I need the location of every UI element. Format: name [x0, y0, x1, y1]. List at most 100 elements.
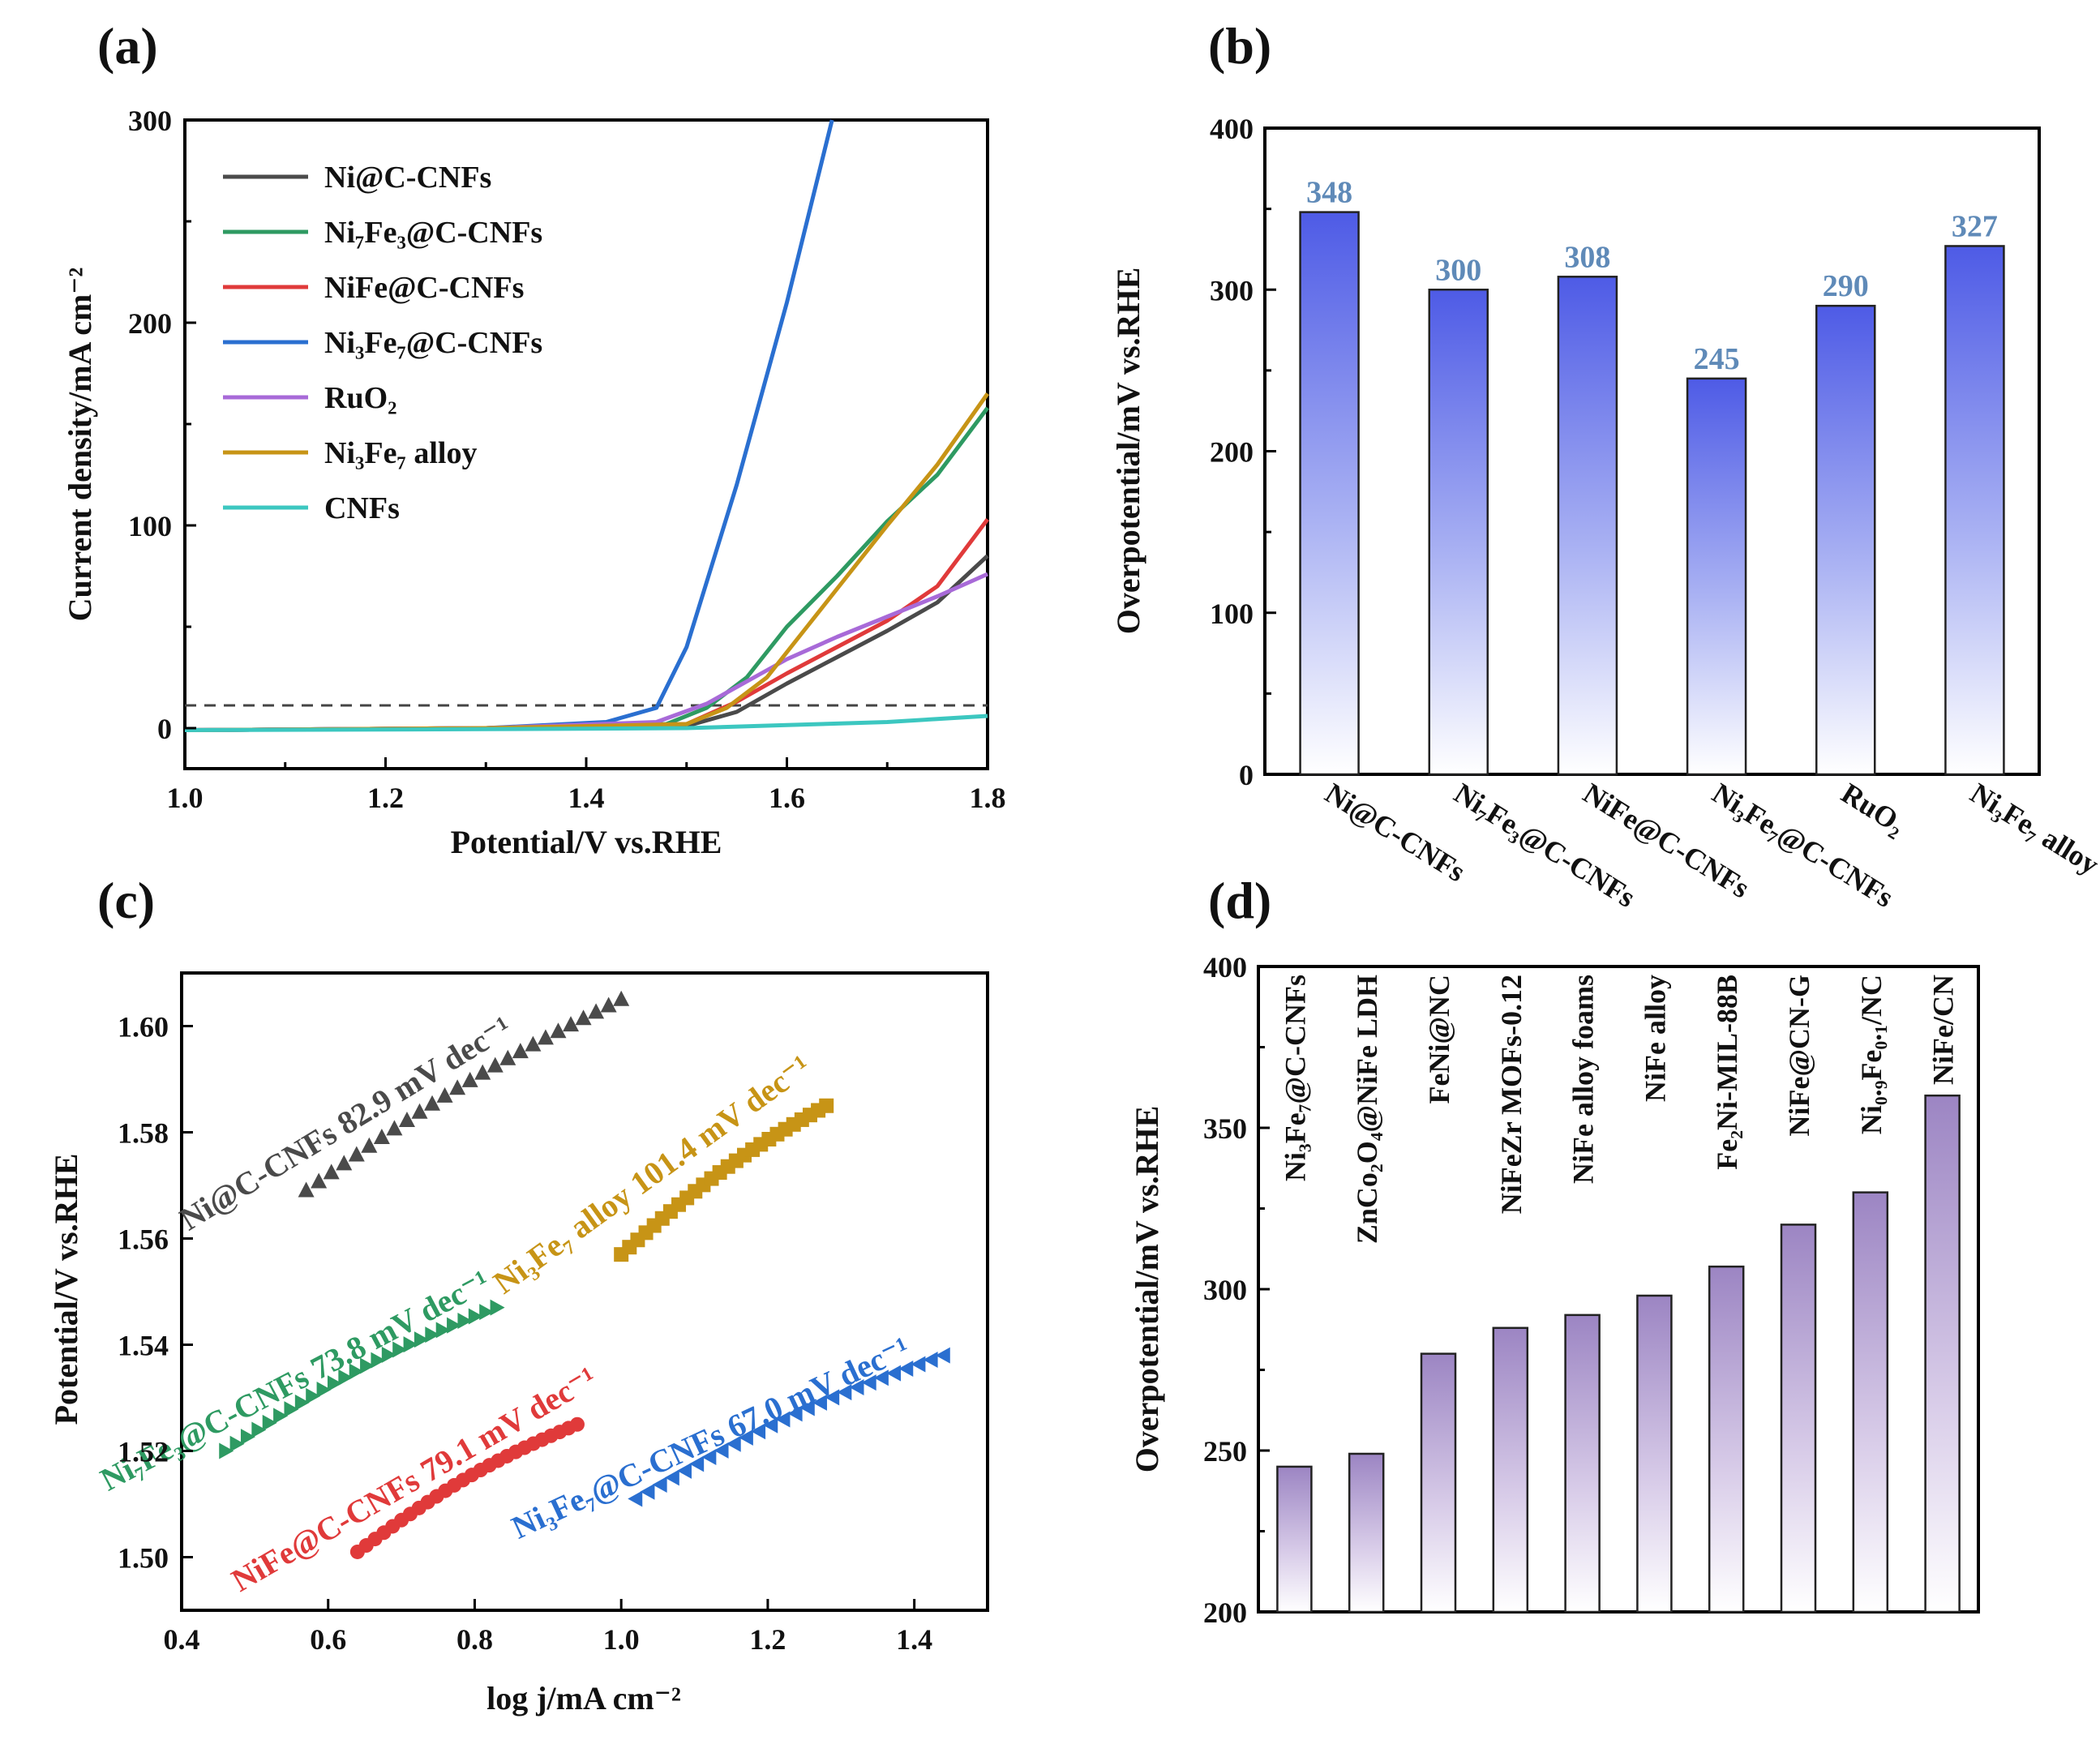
x-tick-label-c: 1.0 [603, 1623, 640, 1656]
data-point-c [825, 1389, 840, 1406]
data-point-c [701, 1449, 717, 1466]
data-point-c [479, 1304, 495, 1321]
x-tick-label-c: 0.8 [456, 1623, 493, 1656]
y-tick-label-c: 1.60 [118, 1011, 169, 1044]
data-point-c [229, 1435, 245, 1452]
series-line-Ni7Fe3@C-CNFs [184, 406, 989, 732]
data-point-c [411, 1103, 428, 1119]
x-tick-label-c: 0.4 [164, 1623, 200, 1656]
y-axis-label-b: Overpotential/mV vs.RHE [1110, 268, 1146, 635]
data-point-c [414, 1331, 429, 1348]
bar-value-label-b: 327 [1952, 209, 1998, 243]
bar-b [1428, 289, 1489, 776]
y-tick-label-d: 250 [1203, 1435, 1247, 1468]
data-point-c [849, 1379, 864, 1396]
bar-b [1815, 304, 1876, 776]
data-point-c [613, 990, 630, 1006]
data-point-c [323, 1164, 340, 1180]
data-point-c [361, 1137, 378, 1153]
data-point-c [294, 1394, 310, 1411]
data-point-c [298, 1181, 315, 1198]
data-point-c [457, 1313, 473, 1330]
data-point-c [392, 1341, 408, 1358]
data-point-c [550, 1022, 567, 1039]
y-tick-label-d: 400 [1203, 951, 1247, 984]
data-point-c [886, 1365, 902, 1382]
data-point-c [751, 1423, 766, 1440]
legend-label-a: Ni₇Fe₃@C-CNFs [324, 216, 542, 250]
data-point-c [284, 1401, 299, 1418]
data-point-c [447, 1317, 462, 1334]
bar-d [1636, 1294, 1673, 1614]
data-point-c [600, 996, 617, 1013]
x-tick-label-a: 1.4 [568, 782, 605, 814]
data-point-c [327, 1375, 342, 1392]
legend-label-a: CNFs [324, 491, 400, 525]
data-point-c [461, 1071, 478, 1087]
y-tick-label-a: 0 [157, 713, 172, 745]
bar-d [1348, 1452, 1385, 1614]
x-axis-label-c: log j/mA cm⁻² [486, 1680, 681, 1716]
bar-b [1299, 211, 1360, 776]
axes-frame-b [1263, 126, 2041, 776]
data-point-c [812, 1394, 827, 1411]
y-tick-label-b: 100 [1210, 598, 1254, 630]
data-point-c [652, 1476, 667, 1494]
y-tick-label-b: 0 [1239, 759, 1254, 791]
bar-value-label-b: 245 [1694, 342, 1740, 376]
data-point-c [449, 1079, 466, 1095]
category-label-d: NiFe@CN-G [1783, 975, 1815, 1136]
data-point-c [336, 1155, 353, 1171]
category-label-d: NiFe alloy foams [1567, 975, 1600, 1184]
category-label-b: Ni₃Fe₇ alloy [1965, 777, 2100, 881]
category-label-b: Ni@C-CNFs [1319, 777, 1471, 889]
bar-d [1708, 1265, 1745, 1614]
y-axis-label-c: Potential/V vs.RHE [48, 1154, 84, 1425]
data-point-c [512, 1043, 529, 1059]
data-point-c [499, 1049, 516, 1065]
data-point-c [525, 1035, 542, 1052]
data-point-c [714, 1442, 729, 1459]
y-axis-label-d: Overpotential/mV vs.RHE [1129, 1106, 1165, 1473]
data-point-c [349, 1363, 364, 1380]
data-point-c [588, 1003, 605, 1019]
series-line-CNFs [184, 714, 988, 732]
x-tick-label-a: 1.2 [367, 782, 404, 814]
data-point-c [819, 1098, 834, 1113]
series-line-Ni3Fe7 alloy [184, 392, 990, 732]
bar-d [1924, 1094, 1961, 1614]
data-point-c [486, 1056, 504, 1073]
series-line-Ni3Fe7@C-CNFs [184, 119, 834, 732]
data-point-c [436, 1086, 453, 1103]
data-point-c [219, 1442, 234, 1459]
bar-d [1780, 1224, 1817, 1614]
data-point-c [787, 1405, 803, 1422]
data-point-c [837, 1384, 852, 1401]
category-label-d: Fe₂Ni-MIL-88B [1711, 975, 1743, 1170]
bar-d [1492, 1326, 1529, 1614]
category-label-d: NiFeZr MOFs-0.12 [1495, 975, 1528, 1214]
y-axis-label-a: Current density/mA cm⁻² [62, 268, 98, 622]
data-point-c [799, 1399, 815, 1416]
x-tick-label-c: 1.4 [896, 1623, 932, 1656]
data-point-c [251, 1421, 267, 1438]
y-tick-label-d: 350 [1203, 1112, 1247, 1145]
data-point-c [435, 1322, 451, 1339]
series-line-Ni@C-CNFs [184, 554, 989, 732]
axes-frame-a [183, 118, 989, 770]
legend-label-a: Ni@C-CNFs [324, 161, 491, 195]
panel-label-c: (c) [97, 872, 155, 929]
y-tick-label-a: 200 [128, 307, 172, 340]
data-point-c [338, 1369, 354, 1386]
category-label-b: RuO₂ [1836, 777, 1911, 841]
x-tick-label-c: 1.2 [749, 1623, 786, 1656]
data-point-c [898, 1360, 914, 1377]
y-tick-label-b: 300 [1210, 274, 1254, 306]
data-point-c [935, 1347, 950, 1364]
y-tick-label-d: 200 [1203, 1596, 1247, 1629]
data-point-c [664, 1469, 679, 1486]
bar-d [1564, 1314, 1601, 1614]
y-tick-label-a: 300 [128, 105, 172, 137]
data-point-c [360, 1357, 375, 1374]
